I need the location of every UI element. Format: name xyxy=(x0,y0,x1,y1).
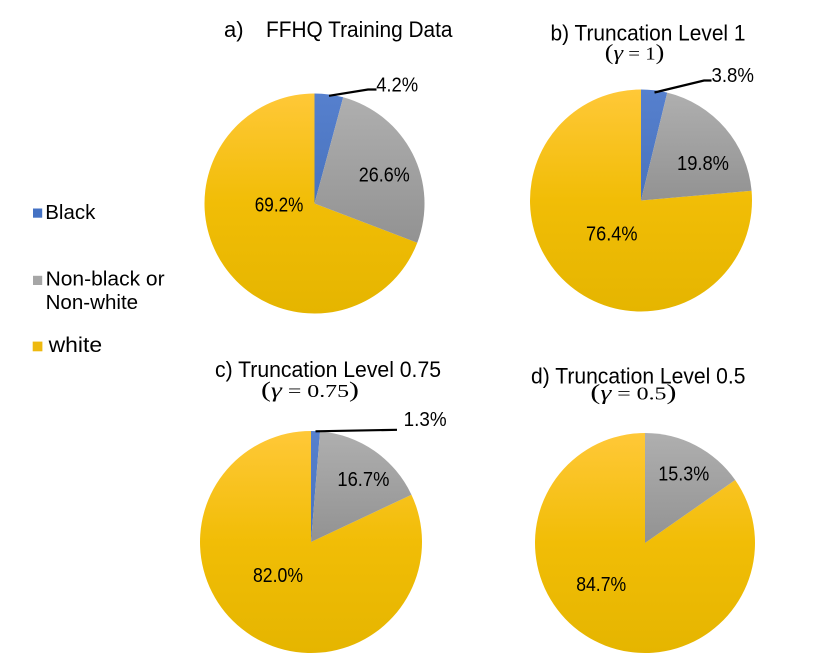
svg-text:76.4%: 76.4% xyxy=(586,224,638,246)
svg-text:FFHQ Training Data: FFHQ Training Data xyxy=(266,17,453,42)
svg-text:a): a) xyxy=(224,17,244,42)
svg-text:82.0%: 82.0% xyxy=(253,565,303,587)
svg-text:4.2%: 4.2% xyxy=(376,74,418,96)
svg-text:1.3%: 1.3% xyxy=(404,409,447,431)
svg-text:(γ = 0.75): (γ = 0.75) xyxy=(261,377,359,402)
svg-text:Non-black or: Non-black or xyxy=(46,268,165,290)
svg-text:Non-white: Non-white xyxy=(46,292,139,314)
svg-text:b) Truncation Level 1: b) Truncation Level 1 xyxy=(551,20,746,45)
svg-text:Black: Black xyxy=(45,202,96,224)
svg-text:15.3%: 15.3% xyxy=(658,463,709,485)
svg-text:white: white xyxy=(48,334,103,357)
svg-text:16.7%: 16.7% xyxy=(337,469,389,491)
svg-text:26.6%: 26.6% xyxy=(359,165,410,187)
svg-text:19.8%: 19.8% xyxy=(677,153,729,175)
svg-text:3.8%: 3.8% xyxy=(712,65,755,87)
svg-text:(γ = 1): (γ = 1) xyxy=(605,39,665,64)
svg-text:84.7%: 84.7% xyxy=(576,574,626,596)
svg-text:d) Truncation Level 0.5: d) Truncation Level 0.5 xyxy=(531,364,746,389)
svg-text:69.2%: 69.2% xyxy=(255,195,304,217)
svg-text:c) Truncation Level 0.75: c) Truncation Level 0.75 xyxy=(215,357,441,382)
svg-text:(γ = 0.5): (γ = 0.5) xyxy=(590,380,676,405)
